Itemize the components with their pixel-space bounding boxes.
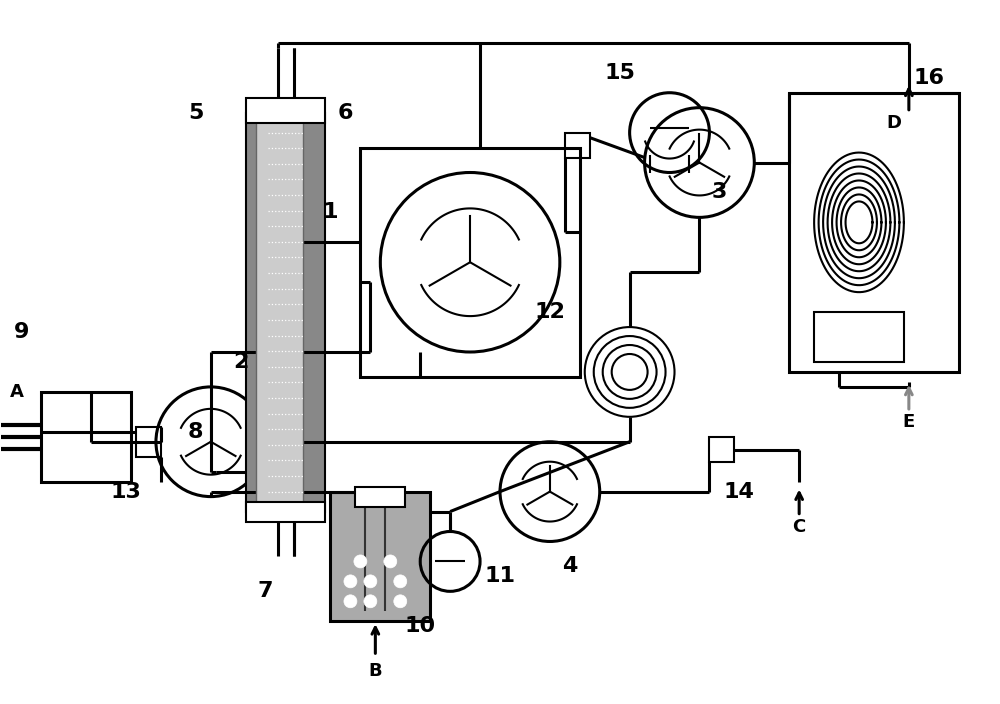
Text: 2: 2 — [233, 352, 248, 372]
Text: 15: 15 — [604, 63, 635, 83]
Text: 4: 4 — [562, 556, 577, 577]
Text: 5: 5 — [188, 103, 204, 122]
Circle shape — [364, 575, 377, 588]
Bar — [709, 436, 734, 462]
Text: 14: 14 — [724, 482, 755, 502]
Bar — [330, 491, 430, 621]
Text: 6: 6 — [338, 103, 353, 122]
Bar — [565, 132, 590, 158]
Text: 3: 3 — [712, 182, 727, 203]
Bar — [136, 427, 161, 457]
Text: A: A — [9, 383, 23, 401]
Text: 1: 1 — [323, 202, 338, 222]
Text: 8: 8 — [188, 422, 204, 442]
Bar — [360, 148, 580, 377]
Circle shape — [344, 575, 357, 588]
Bar — [789, 93, 959, 372]
Circle shape — [364, 595, 377, 608]
Text: C: C — [793, 517, 806, 536]
Text: E: E — [903, 413, 915, 431]
Bar — [355, 486, 405, 507]
Text: 9: 9 — [14, 322, 29, 342]
Bar — [256, 113, 303, 512]
Circle shape — [354, 555, 367, 568]
Text: 11: 11 — [484, 567, 516, 586]
Text: 10: 10 — [405, 616, 436, 636]
Text: B: B — [369, 662, 382, 680]
Text: 16: 16 — [913, 68, 944, 88]
Bar — [41, 392, 131, 482]
Bar — [246, 501, 325, 522]
Text: 7: 7 — [258, 582, 273, 601]
Bar — [246, 113, 278, 512]
Bar — [246, 98, 325, 122]
Bar — [814, 312, 904, 362]
Text: D: D — [886, 113, 901, 132]
Text: 13: 13 — [111, 482, 141, 502]
Circle shape — [344, 595, 357, 608]
Circle shape — [384, 555, 397, 568]
Circle shape — [394, 575, 407, 588]
Bar — [294, 113, 325, 512]
Circle shape — [394, 595, 407, 608]
Text: 12: 12 — [534, 302, 565, 322]
